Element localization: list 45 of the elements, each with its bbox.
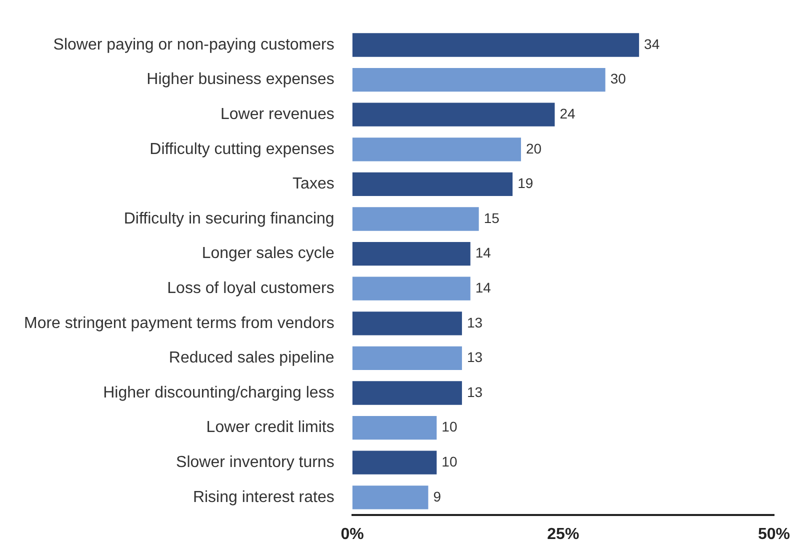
bar <box>352 312 462 336</box>
data-label: 13 <box>466 349 483 366</box>
data-label: 13 <box>466 384 483 400</box>
bar <box>352 207 479 231</box>
data-label: 9 <box>433 488 442 504</box>
y-tick-label: Higher discounting/charging less <box>103 384 334 402</box>
data-label: 14 <box>475 279 492 296</box>
x-tick-label: 50% <box>758 526 790 543</box>
y-tick-label: Difficulty in securing financing <box>124 210 334 228</box>
x-tick-label: 0% <box>340 526 364 543</box>
bar <box>352 346 462 370</box>
data-label: 13 <box>466 314 483 330</box>
y-tick-label: Loss of loyal customers <box>167 280 334 298</box>
y-tick-label: Difficulty cutting expenses <box>150 140 334 158</box>
bar <box>352 416 437 440</box>
bar <box>352 486 428 510</box>
data-label: 14 <box>475 244 492 261</box>
data-label: 10 <box>442 453 458 470</box>
data-label: 34 <box>644 36 660 52</box>
y-tick-label: Slower inventory turns <box>176 454 334 472</box>
data-label: 15 <box>484 210 500 226</box>
y-tick-label: Lower revenues <box>220 106 334 124</box>
bar <box>352 450 437 474</box>
y-tick-label: Longer sales cycle <box>202 245 334 262</box>
x-tick-label: 25% <box>547 526 580 543</box>
bar <box>352 102 555 126</box>
y-tick-label: Taxes <box>292 176 334 193</box>
data-label: 10 <box>442 418 458 435</box>
data-label: 19 <box>518 175 534 192</box>
y-tick-label: Higher business expenses <box>146 71 334 88</box>
bar <box>352 68 606 92</box>
y-tick-label: Reduced sales pipeline <box>168 350 334 367</box>
bar <box>352 381 462 405</box>
bar <box>352 33 640 57</box>
y-tick-label: More stringent payment terms from vendors <box>24 314 334 332</box>
bar <box>352 172 513 196</box>
y-tick-label: Slower paying or non-paying customers <box>53 36 334 54</box>
bar <box>352 138 521 162</box>
bar <box>352 276 470 300</box>
data-label: 20 <box>526 140 542 156</box>
data-label: 24 <box>560 105 576 122</box>
data-label: 30 <box>610 70 626 87</box>
y-tick-label: Rising interest rates <box>192 488 334 506</box>
bar <box>352 242 470 266</box>
y-tick-label: Lower credit limits <box>206 419 334 436</box>
